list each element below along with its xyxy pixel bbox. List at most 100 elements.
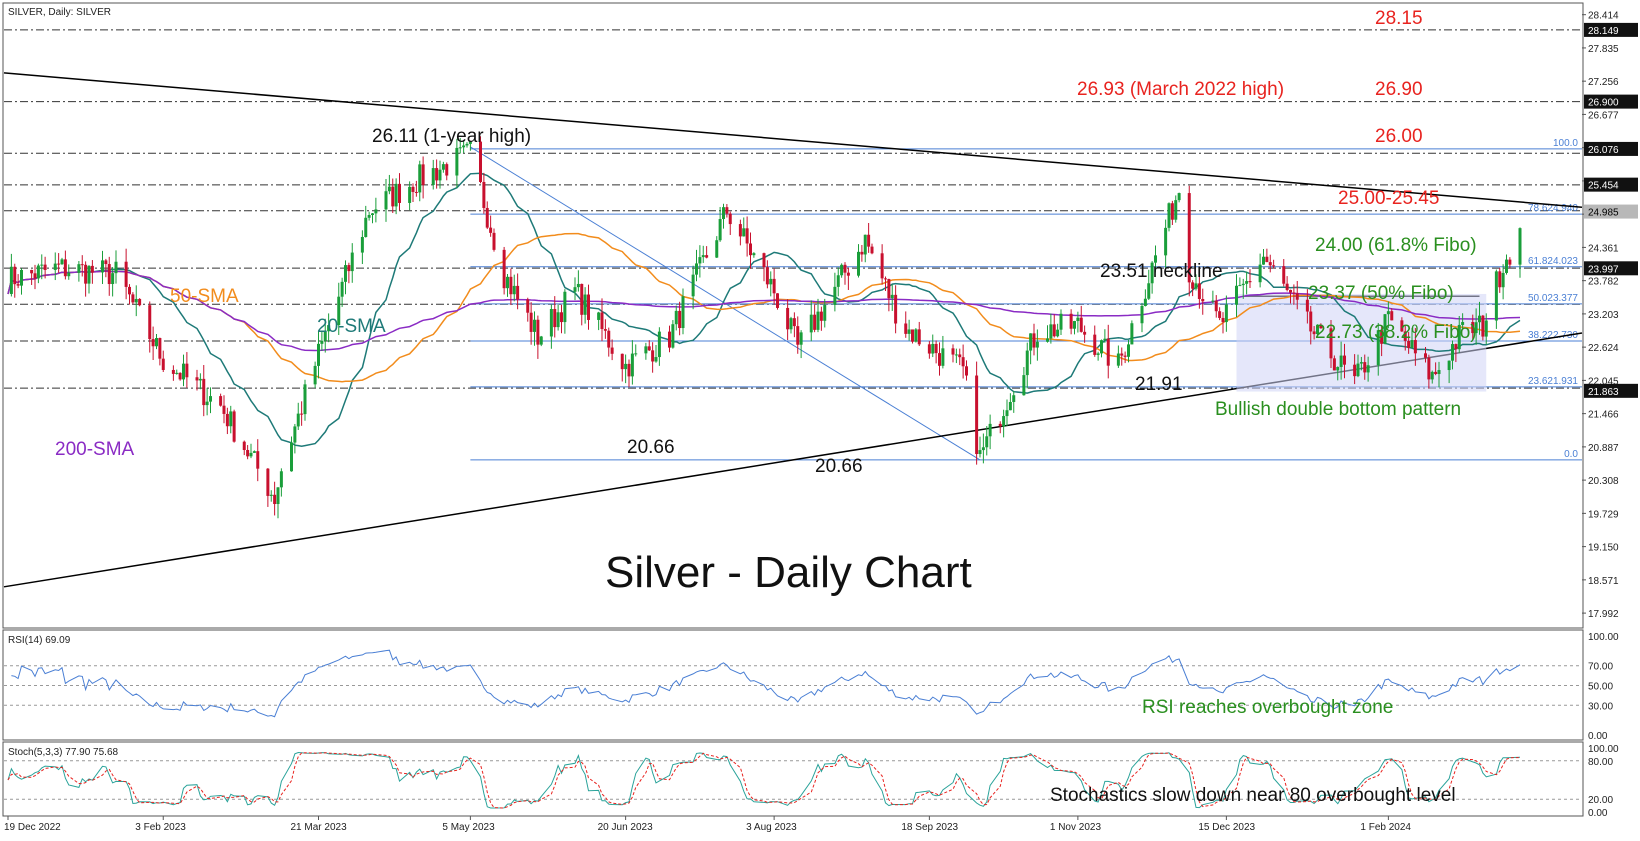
price-badge-label: 23.997 [1588, 264, 1619, 275]
candle-body [786, 307, 790, 330]
price-badge [1584, 204, 1638, 219]
sma200-line [7, 270, 1521, 352]
sma50-label: 50-SMA [170, 286, 239, 307]
resistance-trendline [3, 72, 1583, 209]
candle-body [1241, 283, 1245, 286]
price-tick-label: 27.835 [1588, 44, 1619, 55]
candle-body [414, 191, 418, 193]
candle-body [1103, 338, 1107, 341]
candle-body [462, 145, 466, 148]
candle-body [1434, 371, 1438, 375]
candle-body [296, 413, 300, 427]
candle-body [90, 265, 94, 273]
candle-body [722, 207, 725, 220]
candle-body [222, 405, 226, 414]
candle-body [1069, 313, 1073, 329]
candle-body [374, 209, 378, 214]
candle-body [124, 261, 128, 287]
candle-body [1164, 227, 1168, 256]
candle-body [1505, 259, 1508, 273]
candle-body [279, 471, 283, 488]
price-badge-label: 26.076 [1588, 145, 1619, 156]
time-tick-label: 21 Mar 2023 [291, 822, 348, 833]
candle-body [857, 251, 860, 276]
candle-body [384, 191, 388, 210]
candle-body [610, 347, 614, 354]
candle-body [1336, 366, 1340, 371]
candle-body [411, 186, 415, 192]
candle-body [1224, 304, 1228, 323]
candle-body [418, 164, 422, 193]
candle-body [576, 283, 580, 288]
candle-body [1079, 317, 1083, 332]
candle-body [1474, 322, 1478, 334]
candle-body [198, 378, 202, 381]
candle-body [1127, 344, 1130, 357]
candle-body [1413, 340, 1417, 354]
price-badge [1584, 383, 1638, 398]
price-tick-label: 28.414 [1588, 11, 1619, 22]
rsi-tick-label: 70.00 [1588, 662, 1613, 673]
candle-body [1407, 340, 1411, 348]
candle-body [607, 330, 611, 348]
candle-body [1258, 264, 1262, 283]
candle-body [823, 304, 827, 321]
candle-body [941, 348, 945, 366]
candle-body [138, 298, 142, 306]
candle-body [421, 164, 425, 185]
price-tick-label: 22.045 [1588, 376, 1619, 387]
candle-body [111, 273, 115, 285]
candle-body [833, 286, 837, 305]
candle-body [904, 323, 908, 334]
candle-body [840, 264, 844, 276]
chart-title: Silver - Daily Chart [605, 548, 972, 597]
low-2066-right-label: 20.66 [815, 456, 863, 477]
candle-body [1245, 281, 1249, 284]
candle-body [293, 426, 297, 443]
candle-body [843, 264, 847, 273]
candle-body [468, 141, 472, 144]
candles [9, 136, 1522, 519]
candle-body [155, 338, 158, 347]
candle-body [1356, 363, 1360, 377]
candle-body [266, 468, 270, 496]
candle-body [387, 186, 391, 192]
candle-body [1339, 355, 1343, 367]
candle-body [273, 494, 277, 505]
candle-body [148, 305, 152, 340]
candle-body [954, 354, 958, 356]
candle-body [327, 325, 331, 332]
candle-body [587, 294, 590, 320]
fibonacci-level-label: 61.824.023 [1528, 256, 1578, 267]
candle-body [1329, 328, 1333, 359]
candle-body [1049, 324, 1053, 339]
candle-body [870, 246, 874, 254]
candle-body [765, 267, 769, 285]
candle-body [705, 255, 709, 258]
candle-body [695, 263, 698, 275]
candle-body [1147, 283, 1151, 299]
candle-body [249, 452, 253, 457]
level-2600-label: 26.00 [1375, 126, 1423, 147]
time-tick-label: 1 Nov 2023 [1050, 822, 1102, 833]
price-badge [1584, 177, 1638, 192]
candle-body [1073, 321, 1076, 329]
candle-body [1309, 311, 1313, 332]
candle-body [657, 331, 661, 358]
candle-body [128, 286, 131, 295]
candle-body [114, 261, 118, 274]
candle-body [492, 232, 496, 250]
candle-body [917, 329, 921, 345]
candle-body [1305, 299, 1309, 312]
candle-body [1451, 344, 1454, 361]
candle-body [796, 326, 800, 345]
candle-body [691, 274, 695, 297]
candle-body [725, 207, 729, 214]
candle-body [553, 309, 557, 328]
candle-body [246, 449, 250, 457]
chart-header-label: SILVER, Daily: SILVER [8, 7, 111, 18]
candle-body [1498, 271, 1502, 288]
candle-body [182, 363, 185, 380]
candle-body [1363, 362, 1367, 373]
